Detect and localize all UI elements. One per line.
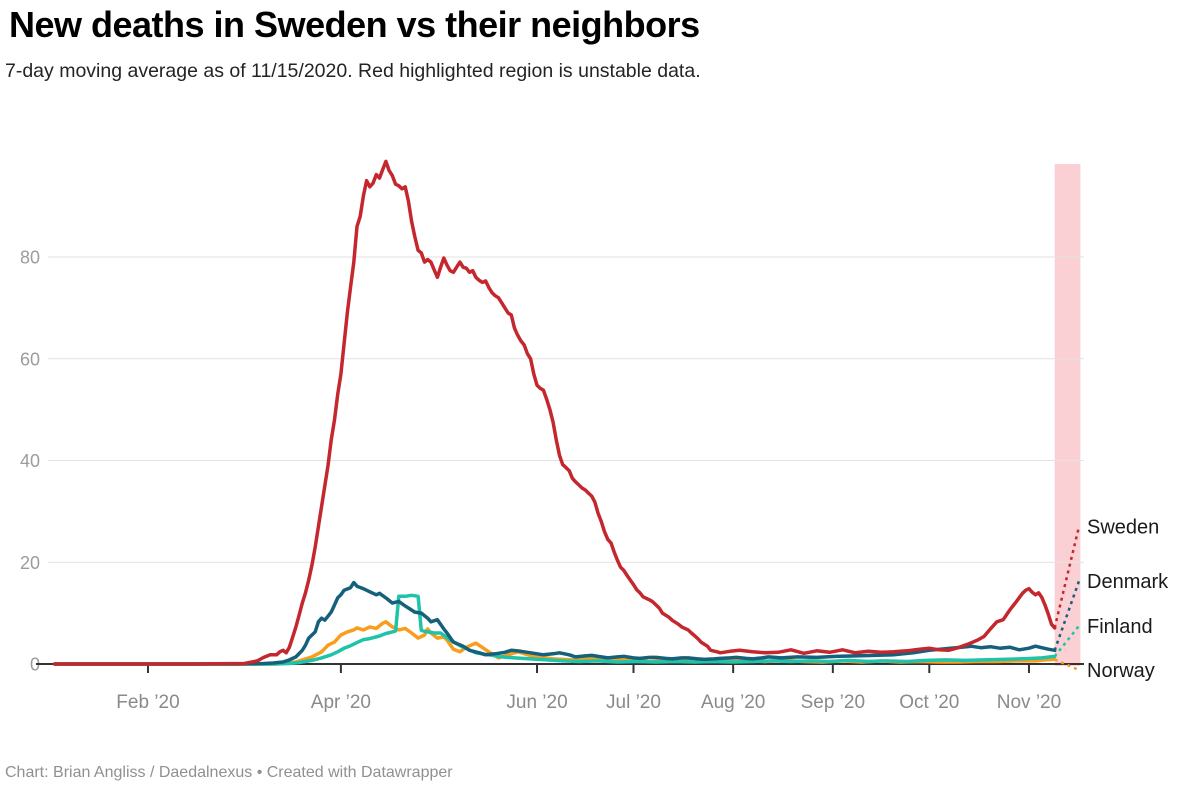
series-label-finland: Finland <box>1087 616 1153 638</box>
y-axis-tick-label: 60 <box>20 349 40 369</box>
y-axis-tick-label: 40 <box>20 451 40 471</box>
x-axis-tick-label: Sep ’20 <box>801 692 865 713</box>
x-axis-tick-label: Oct ’20 <box>899 692 959 713</box>
chart-credit: Chart: Brian Angliss / Daedalnexus • Cre… <box>5 764 453 781</box>
unstable-region-highlight <box>1054 164 1081 666</box>
series-unstable-connector-denmark <box>1053 580 1081 651</box>
series-unstable-connector-sweden <box>1053 526 1081 629</box>
x-axis-tick-label: Apr ’20 <box>311 692 371 713</box>
chart-title: New deaths in Sweden vs their neighbors <box>9 4 700 45</box>
series-line-sweden <box>52 159 1057 666</box>
x-axis-tick-label: Jul ’20 <box>606 692 661 713</box>
series-line-norway <box>52 620 1057 666</box>
chart-subtitle: 7-day moving average as of 11/15/2020. R… <box>5 60 701 82</box>
x-axis-tick-label: Aug ’20 <box>701 692 765 713</box>
y-axis-tick-label: 80 <box>20 248 40 268</box>
x-axis-tick-label: Feb ’20 <box>116 692 179 713</box>
y-axis-tick-label: 0 <box>30 655 40 675</box>
series-unstable-connector-norway <box>1054 658 1080 672</box>
x-axis-tick-label: Jun ’20 <box>506 692 567 713</box>
series-line-finland <box>52 593 1057 666</box>
series-label-norway: Norway <box>1087 660 1155 682</box>
series-label-denmark: Denmark <box>1087 571 1169 593</box>
series-line-denmark <box>52 580 1057 666</box>
y-axis-tick-label: 20 <box>20 553 40 573</box>
x-axis-tick-label: Nov ’20 <box>997 692 1061 713</box>
series-label-sweden: Sweden <box>1087 517 1159 539</box>
